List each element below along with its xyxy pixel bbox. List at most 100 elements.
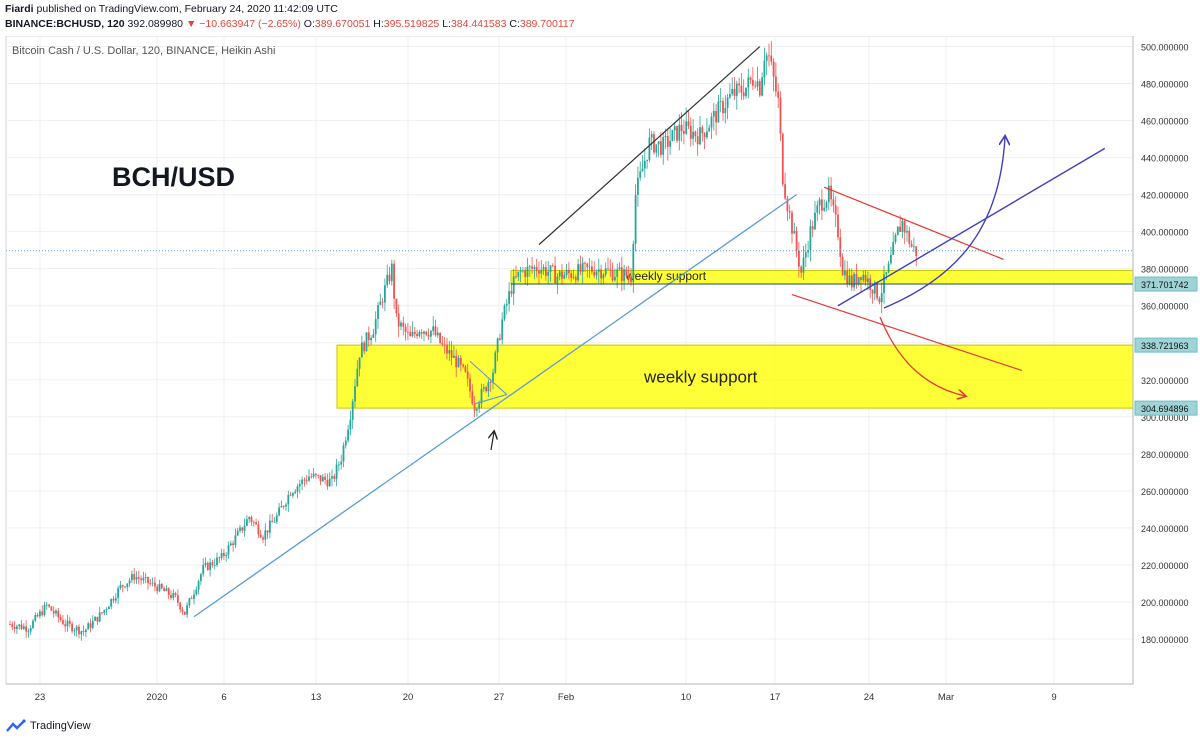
price-label-bg (1134, 400, 1198, 416)
candle-body (455, 355, 458, 368)
candle-body (841, 256, 844, 276)
bearish-projection-arrow (879, 316, 965, 396)
candle (206, 561, 209, 571)
candle (492, 368, 494, 390)
trendline-small-wedge-up (469, 360, 508, 395)
candle (393, 260, 395, 310)
candle (374, 311, 377, 342)
candle (834, 196, 837, 227)
candle (36, 612, 39, 618)
tradingview-logo[interactable]: TradingView (6, 719, 91, 733)
candle (167, 587, 170, 600)
candle (441, 336, 444, 347)
candle-body (830, 185, 832, 200)
candle-body (98, 612, 101, 622)
candle (225, 552, 228, 562)
candle (264, 523, 267, 547)
candle-body (878, 298, 881, 303)
candle (457, 355, 460, 368)
low-value: 384.441583 (450, 18, 507, 30)
candle (13, 621, 16, 633)
candle (186, 602, 188, 619)
candle (864, 269, 867, 286)
candle-body (80, 631, 83, 635)
candle (223, 549, 225, 560)
candle-body (729, 94, 731, 98)
candle (722, 97, 724, 121)
candle (809, 219, 812, 262)
open-label: O: (303, 18, 315, 30)
candle-body (370, 337, 372, 341)
candle-body (793, 230, 796, 234)
candle-body (82, 631, 85, 632)
candle-body (614, 276, 616, 281)
last-price: 392.089980 (127, 18, 184, 30)
candle (745, 87, 747, 99)
candle-body (784, 184, 786, 199)
candle (630, 268, 632, 287)
candle-body (600, 269, 602, 279)
candle (232, 540, 234, 552)
candle-body (328, 478, 331, 487)
candle (308, 469, 310, 482)
candle (64, 619, 67, 632)
candle (177, 589, 179, 607)
candle (471, 384, 474, 406)
candle (657, 141, 660, 157)
candle-body (457, 357, 460, 368)
price-label-bg (1134, 337, 1198, 353)
candle-body (126, 583, 129, 588)
candle-body (627, 275, 630, 277)
candle (692, 119, 694, 146)
candle (287, 490, 290, 513)
candle (124, 586, 126, 589)
price-chart[interactable]: Bitcoin Cash / U.S. Dollar, 120, BINANCE… (0, 36, 1200, 716)
candle (825, 200, 828, 212)
author-name[interactable]: Fiardi (5, 3, 34, 15)
high-value: 395.519825 (383, 18, 440, 30)
candle-body (303, 479, 306, 481)
candle (793, 222, 796, 234)
candle-body (112, 598, 115, 601)
candle (269, 514, 271, 539)
candle (453, 345, 455, 358)
candle-body (188, 598, 191, 606)
time-axis: 23 2020 6 13 20 27 Feb 10 17 24 Mar 9 (6, 683, 1133, 703)
candle (9, 620, 11, 625)
candle-body (466, 371, 469, 379)
candle-body (388, 274, 391, 282)
candle (666, 127, 669, 161)
candle-body (326, 479, 329, 487)
candle (340, 454, 343, 470)
candle-body (298, 483, 301, 487)
candle-body (846, 270, 849, 285)
candle-body (910, 243, 913, 247)
candle-body (574, 276, 577, 281)
candle-body (804, 252, 807, 258)
candle-body (434, 326, 437, 336)
candle (11, 621, 14, 631)
candle-body (832, 199, 835, 206)
chart-area[interactable]: Bitcoin Cash / U.S. Dollar, 120, BINANCE… (0, 36, 1200, 716)
candle-body (646, 159, 648, 161)
candle-body (213, 565, 216, 566)
candle-body (407, 331, 409, 333)
candle-body (96, 616, 99, 622)
candle (128, 577, 131, 587)
price-tick-label: 260.000000 (1141, 487, 1189, 497)
candle-body (710, 116, 713, 128)
price-tick-label: 420.000000 (1141, 191, 1189, 201)
candle (798, 242, 800, 278)
candle (227, 541, 230, 559)
candle (370, 335, 372, 346)
candle (119, 580, 122, 590)
candle (476, 406, 478, 417)
candle-body (128, 580, 131, 584)
candle (862, 270, 865, 283)
candle-body (712, 110, 715, 117)
candle (689, 117, 692, 147)
candle (749, 76, 752, 84)
candle-body (501, 319, 504, 340)
candle (756, 66, 759, 91)
candle (156, 584, 159, 595)
